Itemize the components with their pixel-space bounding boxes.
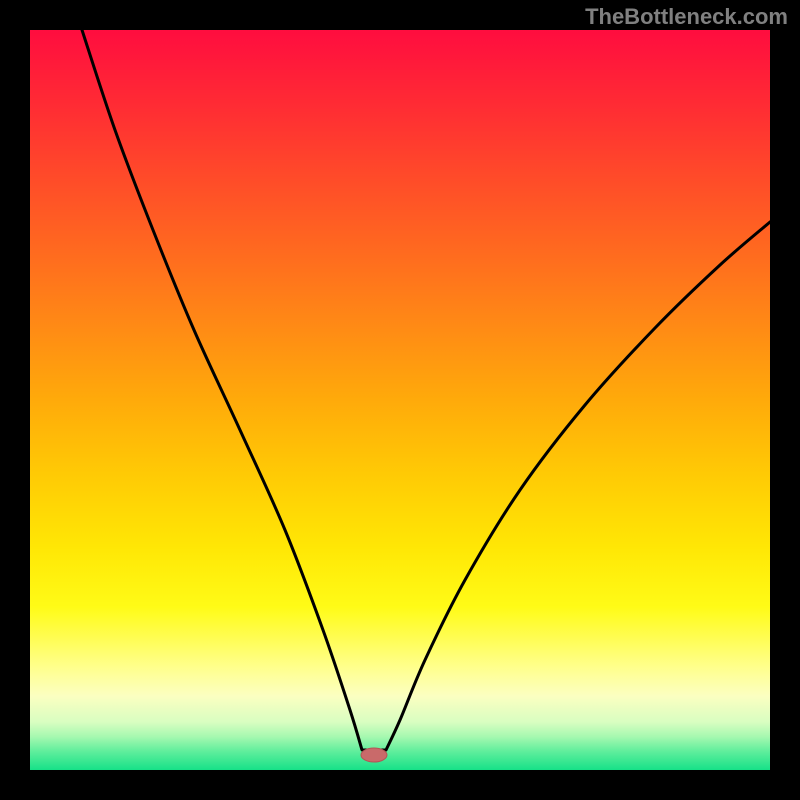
- gradient-background: [30, 30, 770, 770]
- chart-container: TheBottleneck.com: [0, 0, 800, 800]
- chart-svg: [30, 30, 770, 770]
- watermark-text: TheBottleneck.com: [585, 4, 788, 30]
- minimum-marker: [361, 748, 387, 762]
- plot-area: [30, 30, 770, 770]
